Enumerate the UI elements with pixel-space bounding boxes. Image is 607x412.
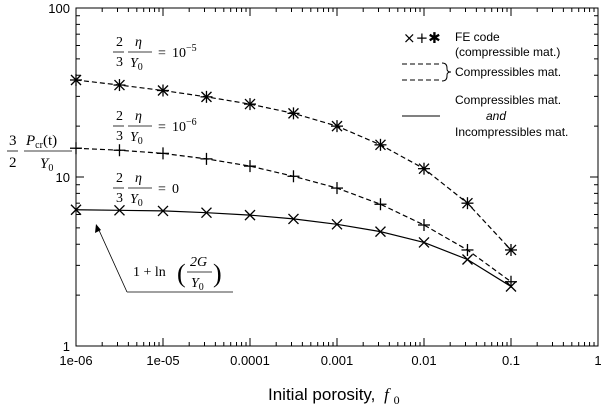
- x-tick-label: 0.01: [411, 353, 436, 368]
- marker-star: [200, 90, 213, 103]
- eta-label-1e-6: 2 3 η Y0 = 10−6: [113, 109, 197, 147]
- svg-text:=: =: [158, 182, 166, 197]
- marker-plus: [374, 198, 387, 211]
- y-axis-title: 3 2 Pcr(t) Y0: [7, 133, 72, 174]
- svg-text:3: 3: [116, 55, 123, 70]
- series-star-curve: [75, 79, 512, 251]
- marker-star: [374, 138, 387, 151]
- marker-star: [331, 120, 343, 133]
- legend-marker-glyphs: ×+✱: [403, 29, 441, 47]
- svg-text:=: =: [158, 46, 166, 61]
- svg-text:Pcr(t): Pcr(t): [25, 133, 57, 151]
- x-tick-label: 1e-06: [59, 353, 92, 368]
- x-tick-label: 0.001: [321, 353, 354, 368]
- x-tick-label: 1: [594, 353, 601, 368]
- svg-text:2: 2: [9, 155, 17, 171]
- svg-text:2: 2: [116, 171, 123, 186]
- ln-arrowhead: [95, 224, 101, 233]
- svg-text:Y0: Y0: [40, 156, 53, 174]
- marker-plus: [113, 144, 126, 157]
- eta-label-1e-5: 2 3 η Y0 = 10−5: [113, 35, 197, 73]
- marker-star: [70, 73, 82, 86]
- y-tick-label: 1: [63, 339, 70, 354]
- eta-label-zero: 2 3 η Y0 = 0: [113, 171, 179, 209]
- marker-star: [461, 197, 474, 210]
- svg-text:Y0: Y0: [130, 130, 143, 147]
- svg-text:3: 3: [9, 133, 17, 149]
- legend-solid-line3: Incompressibles mat.: [455, 125, 568, 139]
- x-tick-label: 0.0001: [230, 353, 270, 368]
- marker-star: [418, 162, 430, 175]
- svg-text:2: 2: [116, 35, 123, 50]
- svg-text:=: =: [158, 120, 166, 135]
- x-tick-label: 0.1: [502, 353, 520, 368]
- svg-text:Y0: Y0: [191, 276, 204, 293]
- x-tick-labels: 1e-06 1e-05 0.0001 0.001 0.01 0.1 1: [59, 353, 601, 368]
- svg-text:0: 0: [172, 182, 179, 197]
- svg-text:η: η: [135, 171, 142, 186]
- legend-solid-line2: and: [486, 109, 506, 123]
- marker-plus: [244, 160, 256, 173]
- legend-solid-line1: Compressibles mat.: [455, 93, 561, 107]
- svg-text:2: 2: [116, 109, 123, 124]
- marker-cross: [418, 236, 430, 248]
- svg-text:2G: 2G: [190, 255, 207, 270]
- marker-plus: [331, 182, 343, 195]
- svg-text:3: 3: [116, 129, 123, 144]
- marker-star: [157, 84, 169, 97]
- y-tick-label: 10: [56, 170, 70, 185]
- legend-dashed-label: Compressibles mat.: [455, 65, 561, 79]
- legend-fe-line2: (compressible mat.): [455, 45, 560, 59]
- svg-text:Y0: Y0: [130, 56, 143, 73]
- marker-plus: [461, 243, 474, 256]
- series-plus-curve: [75, 147, 512, 283]
- svg-text:Y0: Y0: [130, 192, 143, 209]
- legend: ×+✱ FE code (compressible mat.) Compress…: [402, 29, 568, 139]
- x-axis-title: Initial porosity, f 0: [268, 385, 400, 407]
- marker-cross: [244, 209, 256, 221]
- legend-brace: [441, 62, 452, 82]
- svg-text:10−5: 10−5: [172, 43, 197, 61]
- svg-text:η: η: [135, 35, 142, 50]
- marker-cross: [157, 205, 169, 217]
- marker-plus: [70, 142, 82, 155]
- ln-annotation: 1 + ln ( 2G Y0 ): [95, 224, 233, 293]
- y-tick-labels: 1 10 100: [48, 1, 70, 354]
- marker-cross: [288, 213, 299, 225]
- legend-fe-line1: FE code: [455, 30, 500, 44]
- marker-cross: [70, 204, 82, 216]
- marker-star: [287, 107, 300, 120]
- y-tick-label: 100: [48, 1, 70, 16]
- series-markers: [70, 73, 517, 292]
- svg-text:3: 3: [116, 191, 123, 206]
- marker-cross: [331, 218, 343, 230]
- marker-star: [505, 243, 517, 256]
- marker-cross: [375, 226, 386, 238]
- marker-cross: [505, 281, 517, 292]
- marker-cross: [462, 254, 473, 265]
- marker-plus: [287, 170, 300, 183]
- x-tick-label: 1e-05: [146, 353, 179, 368]
- marker-star: [244, 98, 256, 111]
- svg-text:η: η: [135, 109, 142, 124]
- marker-cross: [114, 204, 125, 216]
- svg-text:1 + ln: 1 + ln: [133, 265, 166, 280]
- marker-plus: [418, 218, 430, 231]
- marker-star: [113, 79, 126, 92]
- svg-text:10−6: 10−6: [172, 117, 197, 135]
- axis-ticks: [75, 7, 599, 347]
- svg-text:): ): [213, 259, 222, 288]
- marker-plus: [200, 152, 213, 165]
- svg-text:(: (: [177, 259, 186, 288]
- marker-cross: [201, 207, 212, 219]
- marker-plus: [157, 147, 169, 160]
